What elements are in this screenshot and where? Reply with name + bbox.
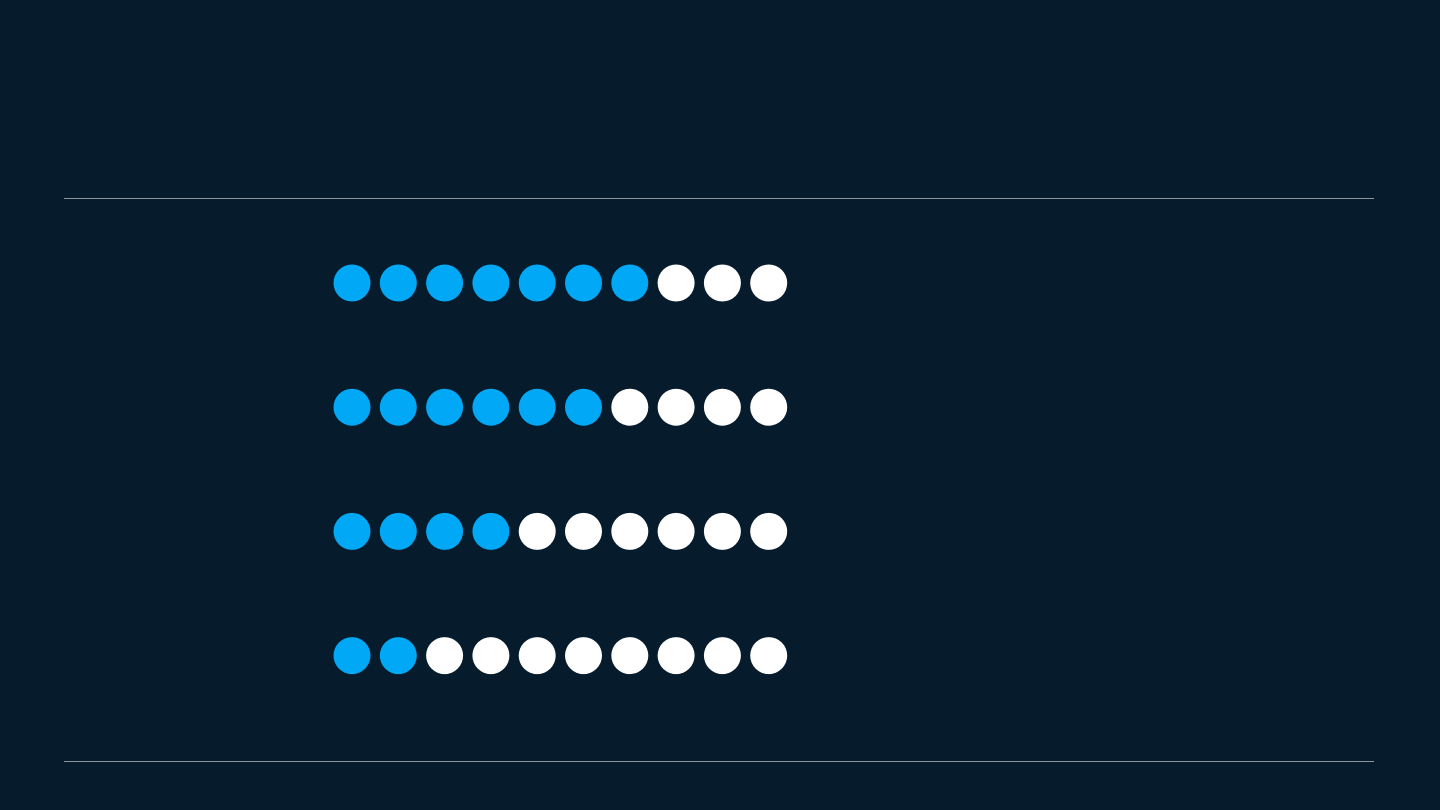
empty-dot [518, 637, 556, 675]
empty-dot [750, 264, 788, 302]
empty-dot [657, 512, 695, 550]
empty-dot [750, 388, 788, 426]
top-divider-line [64, 198, 1374, 199]
empty-dot [472, 637, 510, 675]
empty-dot [518, 512, 556, 550]
dot-row-3 [333, 512, 788, 550]
dot-row-1 [333, 264, 788, 302]
empty-dot [657, 264, 695, 302]
filled-dot [472, 264, 510, 302]
bottom-divider-line [64, 761, 1374, 762]
filled-dot [379, 512, 417, 550]
filled-dot [333, 637, 371, 675]
filled-dot [426, 264, 464, 302]
filled-dot [333, 512, 371, 550]
empty-dot [611, 512, 649, 550]
empty-dot [657, 637, 695, 675]
filled-dot [426, 512, 464, 550]
filled-dot [379, 388, 417, 426]
empty-dot [750, 637, 788, 675]
empty-dot [426, 637, 464, 675]
filled-dot [565, 264, 602, 302]
filled-dot [379, 637, 417, 675]
filled-dot [518, 264, 556, 302]
empty-dot [750, 512, 788, 550]
empty-dot [611, 637, 649, 675]
filled-dot [333, 388, 371, 426]
empty-dot [703, 637, 741, 675]
filled-dot [518, 388, 556, 426]
filled-dot [472, 512, 510, 550]
filled-dot [333, 264, 371, 302]
dot-row-2 [333, 388, 788, 426]
filled-dot [611, 264, 649, 302]
filled-dot [565, 388, 602, 426]
empty-dot [703, 388, 741, 426]
empty-dot [703, 512, 741, 550]
empty-dot [565, 637, 602, 675]
empty-dot [611, 388, 649, 426]
empty-dot [565, 512, 602, 550]
dot-row-4 [333, 637, 788, 675]
filled-dot [426, 388, 464, 426]
filled-dot [379, 264, 417, 302]
empty-dot [657, 388, 695, 426]
empty-dot [703, 264, 741, 302]
filled-dot [472, 388, 510, 426]
